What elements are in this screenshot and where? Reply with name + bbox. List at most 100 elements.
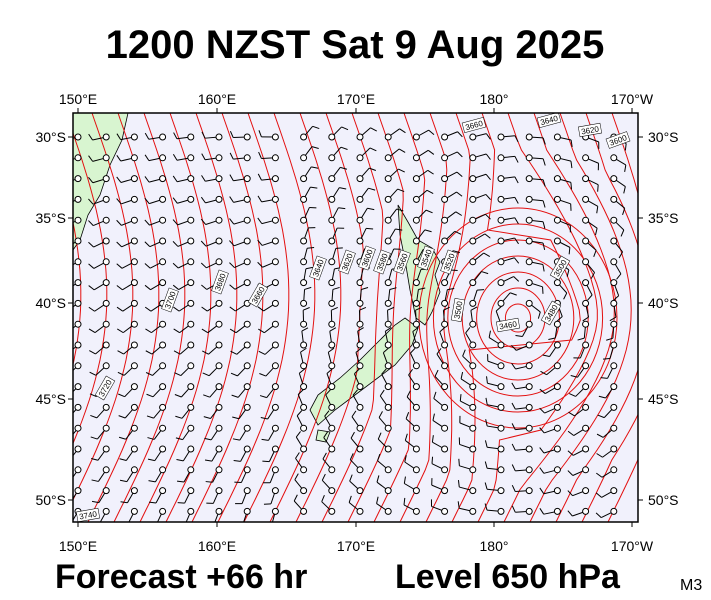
station bbox=[243, 258, 251, 266]
station bbox=[384, 466, 392, 474]
wind-barb bbox=[229, 320, 251, 334]
station bbox=[525, 299, 533, 307]
station bbox=[553, 133, 561, 141]
barb-feather bbox=[328, 347, 335, 353]
wind-barb bbox=[293, 494, 308, 515]
wind-barb bbox=[567, 445, 590, 456]
station bbox=[384, 299, 392, 307]
wind-barb bbox=[258, 320, 279, 334]
station bbox=[356, 195, 364, 203]
wind-barb bbox=[539, 487, 561, 495]
wind-barb bbox=[119, 445, 138, 461]
station bbox=[469, 216, 477, 224]
station bbox=[130, 133, 138, 141]
station bbox=[469, 403, 477, 411]
barb-feather bbox=[349, 474, 353, 482]
contour-label-box bbox=[461, 117, 487, 133]
barb-feather bbox=[542, 179, 546, 187]
wind-barb bbox=[469, 153, 491, 162]
barb-feather bbox=[486, 376, 488, 384]
barb-feather bbox=[91, 479, 99, 482]
barb-feather bbox=[376, 496, 379, 504]
station bbox=[412, 175, 420, 183]
wind-barb bbox=[469, 193, 491, 203]
station bbox=[441, 216, 449, 224]
station bbox=[610, 216, 618, 224]
wind-barb bbox=[539, 466, 561, 474]
wind-barb bbox=[149, 487, 167, 504]
barb-feather bbox=[257, 173, 262, 181]
wind-barb bbox=[144, 175, 167, 183]
contour-label-box bbox=[549, 255, 571, 281]
station bbox=[215, 424, 223, 432]
station bbox=[74, 299, 82, 307]
barb-feather bbox=[377, 453, 381, 461]
wind-barb bbox=[511, 423, 533, 432]
wind-barb bbox=[202, 362, 223, 377]
station bbox=[215, 487, 223, 495]
barb-feather bbox=[539, 447, 545, 454]
wind-barb bbox=[117, 341, 138, 355]
barb-feather bbox=[148, 480, 156, 483]
barb-feather bbox=[310, 186, 318, 189]
wind-barb bbox=[90, 424, 110, 440]
station bbox=[610, 320, 618, 328]
station bbox=[412, 195, 420, 203]
wind-barb bbox=[145, 320, 167, 334]
wind-barb bbox=[598, 383, 618, 399]
barb-feather bbox=[145, 372, 153, 376]
barb-feather bbox=[312, 125, 320, 130]
station bbox=[412, 216, 420, 224]
barb-feather bbox=[144, 154, 150, 161]
station bbox=[582, 258, 590, 266]
station bbox=[271, 320, 279, 328]
barb-feather bbox=[88, 263, 95, 269]
station bbox=[610, 154, 618, 162]
barb-feather bbox=[454, 230, 462, 235]
barb-feather bbox=[175, 415, 183, 419]
wind-barb bbox=[497, 216, 519, 225]
wind-barb bbox=[90, 403, 110, 419]
latitude-label-right: 50°S bbox=[648, 492, 679, 508]
barb-feather bbox=[322, 452, 327, 460]
contour-label-box bbox=[358, 245, 376, 271]
wind-barb bbox=[469, 173, 491, 183]
barb-feather bbox=[200, 240, 207, 247]
barb-feather bbox=[415, 306, 423, 311]
wind-barb bbox=[173, 299, 195, 312]
wind-barb bbox=[235, 487, 251, 505]
barb-feather bbox=[427, 169, 434, 175]
station bbox=[243, 175, 251, 183]
contour-label-box bbox=[161, 287, 179, 313]
barb-feather bbox=[144, 132, 150, 140]
station bbox=[525, 424, 533, 432]
height-contour bbox=[139, 113, 212, 522]
station bbox=[328, 216, 336, 224]
wind-barb bbox=[582, 299, 590, 322]
wind-barb bbox=[295, 431, 308, 453]
barb-feather bbox=[378, 411, 383, 418]
station bbox=[130, 466, 138, 474]
station bbox=[215, 299, 223, 307]
barb-feather bbox=[340, 146, 348, 150]
wind-barb bbox=[204, 424, 223, 441]
wind-barb bbox=[300, 146, 319, 162]
contour-label-box bbox=[536, 113, 562, 128]
station bbox=[130, 216, 138, 224]
wind-barb bbox=[384, 168, 405, 183]
station bbox=[610, 487, 618, 495]
wind-barb bbox=[356, 306, 367, 328]
barb-feather bbox=[484, 233, 491, 239]
wind-barb bbox=[73, 195, 82, 203]
station bbox=[384, 362, 392, 370]
wind-barb bbox=[553, 154, 573, 169]
wind-barb bbox=[328, 166, 348, 183]
station bbox=[328, 507, 336, 515]
station bbox=[582, 216, 590, 224]
wind-barb bbox=[525, 299, 541, 319]
barb-feather bbox=[229, 130, 234, 138]
station bbox=[582, 362, 590, 370]
station bbox=[525, 466, 533, 474]
barb-feather bbox=[570, 375, 578, 378]
contour-label: 3740 bbox=[76, 507, 100, 522]
